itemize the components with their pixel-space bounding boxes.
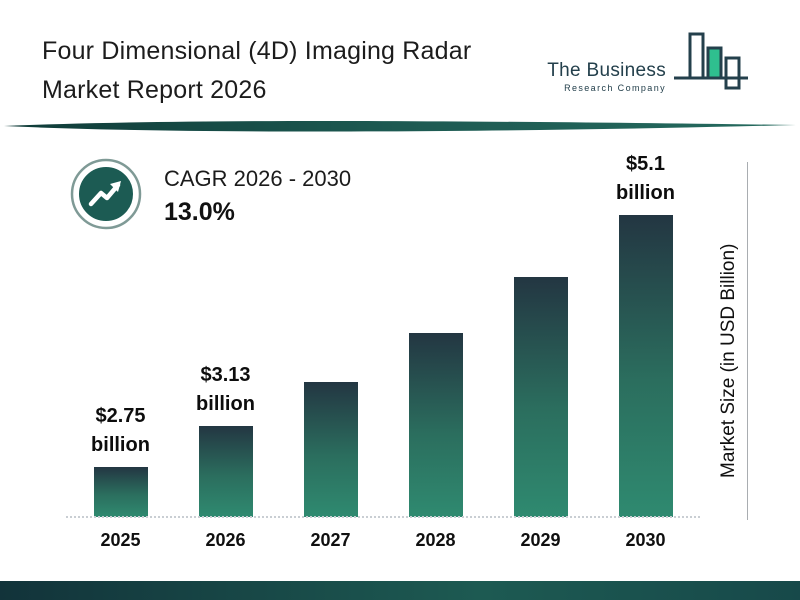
cagr-text: CAGR 2026 - 2030 13.0%: [164, 166, 351, 227]
bar-column-2027: [278, 132, 383, 517]
bar-2025: [93, 467, 148, 517]
logo-subname: Research Company: [564, 83, 666, 93]
bar-value-label: $5.1 billion: [616, 153, 675, 204]
page-title: Four Dimensional (4D) Imaging Radar Mark…: [42, 32, 471, 110]
bar-column-2026: $3.13 billion: [173, 132, 278, 517]
header-divider-swoosh: [0, 118, 800, 136]
footer-accent-bar: [0, 581, 800, 600]
x-tick-2027: 2027: [310, 530, 351, 550]
bar-2027: [303, 382, 358, 517]
title-line-2: Market Report 2026: [42, 76, 267, 104]
x-axis-labels: 2025 2026 2027 2028 2029 2030: [68, 530, 698, 551]
cagr-value: 13.0%: [164, 198, 235, 226]
growth-trend-icon: [70, 158, 142, 235]
bar-chart-logo-icon: [672, 30, 754, 107]
x-tick-2030: 2030: [625, 530, 666, 550]
bar-2029: [513, 277, 568, 517]
logo-name: The Business: [547, 60, 666, 81]
x-tick-2028: 2028: [415, 530, 456, 550]
logo-text: The Business Research Company: [547, 60, 666, 107]
bar-chart: $2.75 billion $3.13 billion $5.1 billion: [68, 132, 698, 517]
bar-column-2030: $5.1 billion: [593, 132, 698, 517]
bar-2028: [408, 333, 463, 517]
cagr-block: CAGR 2026 - 2030 13.0%: [70, 158, 351, 235]
x-tick-2029: 2029: [520, 530, 561, 550]
bar-column-2025: $2.75 billion: [68, 132, 173, 517]
x-tick-2026: 2026: [205, 530, 246, 550]
bar-column-2028: [383, 132, 488, 517]
bar-value-label: $3.13 billion: [196, 364, 255, 415]
title-line-1: Four Dimensional (4D) Imaging Radar: [42, 37, 472, 65]
y-axis-label: Market Size (in USD Billion): [718, 243, 739, 479]
x-tick-2025: 2025: [100, 530, 141, 550]
bar-2030: [618, 215, 673, 517]
bar-value-label: $2.75 billion: [91, 405, 150, 456]
bar-2026: [198, 426, 253, 517]
cagr-label: CAGR 2026 - 2030: [164, 166, 352, 191]
company-logo: The Business Research Company: [547, 30, 754, 107]
bar-column-2029: [488, 132, 593, 517]
y-axis-line: [747, 162, 748, 520]
x-axis-baseline: [66, 516, 700, 518]
